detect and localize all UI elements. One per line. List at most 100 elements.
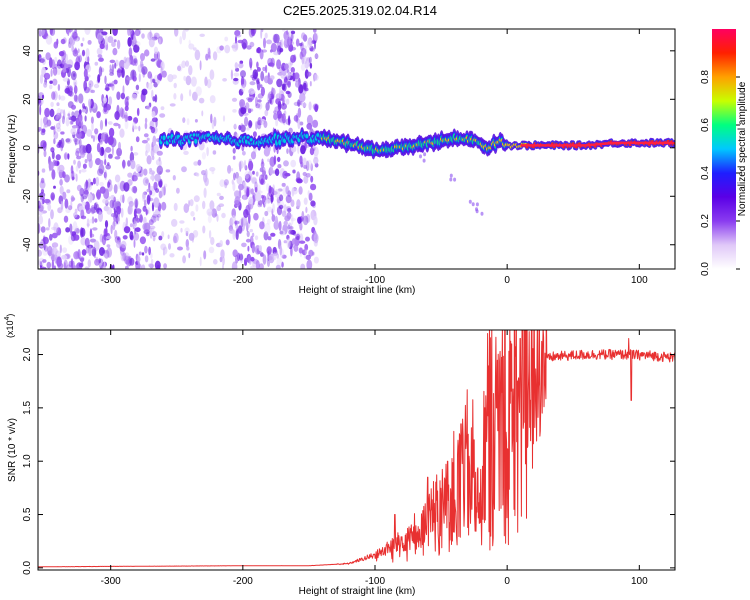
noise-speckle — [141, 264, 146, 269]
noise-speckle — [265, 102, 270, 111]
snr-x-tick-label: -200 — [233, 576, 253, 587]
noise-speckle — [262, 166, 266, 178]
noise-speckle — [233, 77, 239, 82]
noise-speckle — [308, 101, 312, 111]
snr-frame — [37, 329, 676, 571]
noise-speckle — [308, 56, 312, 64]
noise-speckle — [299, 42, 303, 47]
noise-speckle — [295, 233, 301, 240]
noise-speckle — [249, 260, 252, 265]
spectrogram-y-ticks: -40 -20 0 20 40 — [22, 45, 675, 252]
noise-speckle — [138, 212, 142, 218]
noise-speckle — [262, 66, 266, 72]
noise-speckle — [314, 53, 319, 59]
noise-speckle — [58, 51, 65, 57]
noise-speckle — [93, 202, 97, 210]
noise-speckle — [87, 56, 90, 63]
noise-speckle — [70, 231, 75, 236]
noise-speckle — [308, 249, 314, 257]
noise-speckle — [80, 227, 86, 237]
noise-speckle — [210, 113, 213, 124]
noise-speckle — [313, 233, 319, 244]
noise-speckle — [156, 165, 163, 175]
noise-speckle — [188, 199, 191, 207]
noise-speckle — [98, 66, 103, 77]
noise-speckle — [104, 149, 107, 160]
noise-speckle — [97, 54, 103, 58]
noise-speckle — [238, 183, 244, 191]
noise-speckle — [234, 220, 240, 225]
noise-speckle — [300, 47, 307, 58]
noise-speckle — [82, 37, 85, 42]
noise-speckle — [38, 204, 44, 212]
noise-speckle — [244, 173, 251, 183]
noise-speckle — [305, 173, 311, 178]
noise-speckle — [73, 251, 80, 260]
noise-speckle — [119, 128, 125, 138]
noise-speckle — [202, 225, 206, 234]
noise-speckle — [77, 48, 80, 53]
noise-speckle — [122, 194, 125, 204]
noise-speckle — [275, 93, 282, 100]
noise-speckle — [150, 259, 154, 265]
noise-speckle — [122, 252, 127, 261]
noise-speckle — [299, 233, 304, 242]
noise-speckle — [252, 131, 257, 138]
noise-speckle — [53, 265, 56, 269]
noise-speckle — [302, 171, 307, 177]
noise-speckle — [154, 94, 158, 103]
noise-speckle — [95, 176, 100, 187]
signal-core — [206, 133, 211, 137]
noise-speckle — [276, 198, 281, 207]
noise-speckle — [73, 212, 78, 218]
noise-speckle — [48, 218, 51, 228]
noise-speckle — [240, 124, 246, 133]
noise-speckle — [275, 98, 281, 105]
spectrogram-y-label: Frequency (Hz) — [7, 115, 18, 184]
noise-speckle — [53, 125, 56, 135]
noise-speckle — [220, 249, 225, 259]
noise-speckle — [208, 230, 212, 239]
noise-speckle — [182, 29, 186, 41]
noise-speckle — [265, 64, 268, 74]
noise-speckle — [168, 243, 171, 250]
noise-speckle — [146, 155, 152, 165]
noise-speckle — [40, 177, 45, 184]
noise-speckle — [306, 114, 313, 125]
spectrogram-y-tick-label: 20 — [22, 93, 33, 105]
noise-speckle — [290, 30, 296, 35]
noise-speckle — [150, 215, 157, 223]
noise-speckle — [260, 252, 264, 257]
noise-speckle — [306, 213, 311, 223]
noise-speckle — [245, 238, 251, 243]
noise-speckle — [73, 85, 78, 94]
noise-speckle — [305, 236, 310, 242]
noise-speckle — [176, 187, 180, 194]
noise-speckle — [68, 90, 74, 97]
noise-speckle — [78, 109, 82, 115]
noise-speckle — [43, 116, 48, 125]
noise-speckle — [130, 159, 136, 170]
noise-speckle — [300, 263, 306, 269]
noise-speckle — [310, 163, 314, 172]
noise-speckle — [252, 69, 259, 80]
noise-speckle — [249, 57, 253, 69]
noise-speckle — [44, 123, 49, 128]
noise-speckle — [87, 40, 92, 45]
spectrogram-y-tick-label: 0 — [22, 145, 33, 151]
noise-speckle — [136, 107, 140, 117]
noise-speckle — [284, 63, 289, 70]
noise-speckle — [250, 90, 256, 94]
noise-speckle — [104, 220, 109, 229]
spectrogram-signal — [158, 127, 675, 216]
secondary-trace-dot — [419, 154, 422, 159]
noise-speckle — [313, 74, 319, 81]
noise-speckle — [38, 200, 41, 209]
noise-speckle — [151, 227, 155, 235]
noise-speckle — [131, 93, 138, 101]
secondary-trace-dot — [471, 202, 475, 207]
noise-speckle — [263, 75, 270, 84]
noise-speckle — [128, 47, 133, 58]
noise-speckle — [109, 64, 112, 70]
noise-speckle — [266, 246, 272, 255]
